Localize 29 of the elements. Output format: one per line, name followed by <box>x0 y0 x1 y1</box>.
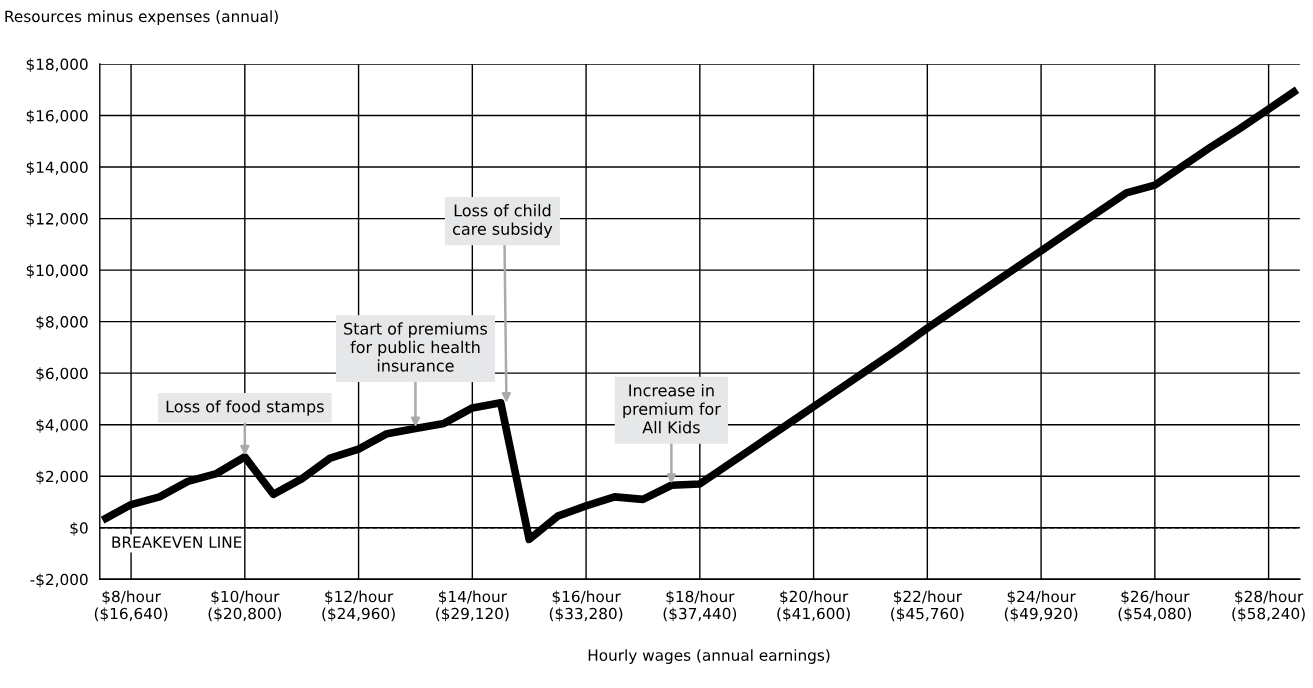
ref-line-label: BREAKEVEN LINE <box>112 536 242 548</box>
x-tick-label: $10/hour ($20,800) <box>208 590 282 622</box>
x-tick-label: $24/hour ($49,920) <box>1004 590 1078 622</box>
y-tick-label: $12,000 <box>26 212 88 227</box>
x-tick-label: $14/hour ($29,120) <box>436 590 509 622</box>
x-tick-label: $22/hour ($45,760) <box>891 590 964 622</box>
y-tick-label: $14,000 <box>26 161 88 176</box>
x-tick-label: $16/hour ($33,280) <box>549 590 623 622</box>
x-tick-label: $28/hour ($58,240) <box>1232 590 1305 622</box>
x-axis-title: Hourly wages (annual earnings) <box>588 649 830 664</box>
x-tick-label: $18/hour ($37,440) <box>663 590 737 622</box>
y-tick-label: $16,000 <box>26 109 88 124</box>
x-tick-label: $20/hour ($41,600) <box>777 590 850 622</box>
annotation: Increase in premium for All Kids <box>623 384 721 434</box>
y-tick-label: $8,000 <box>36 315 88 330</box>
y-tick-label: -$2,000 <box>30 573 88 588</box>
annotation: Start of premiums for public health insurance <box>344 322 488 372</box>
y-tick-label: $10,000 <box>26 264 88 279</box>
y-axis-title: Resources minus expenses (annual) <box>5 10 278 26</box>
x-tick-label: $26/hour ($54,080) <box>1118 590 1192 622</box>
y-tick-label: $18,000 <box>26 58 88 73</box>
x-tick-label: $12/hour ($24,960) <box>322 590 395 622</box>
annotation: Loss of food stamps <box>166 400 324 416</box>
annotation: Loss of child care subsidy <box>453 204 553 239</box>
y-tick-label: $2,000 <box>36 470 88 485</box>
x-tick-label: $8/hour ($16,640) <box>94 590 168 622</box>
y-tick-label: $6,000 <box>36 367 88 382</box>
y-tick-label: $4,000 <box>36 418 88 433</box>
y-tick-label: $0 <box>70 521 88 536</box>
